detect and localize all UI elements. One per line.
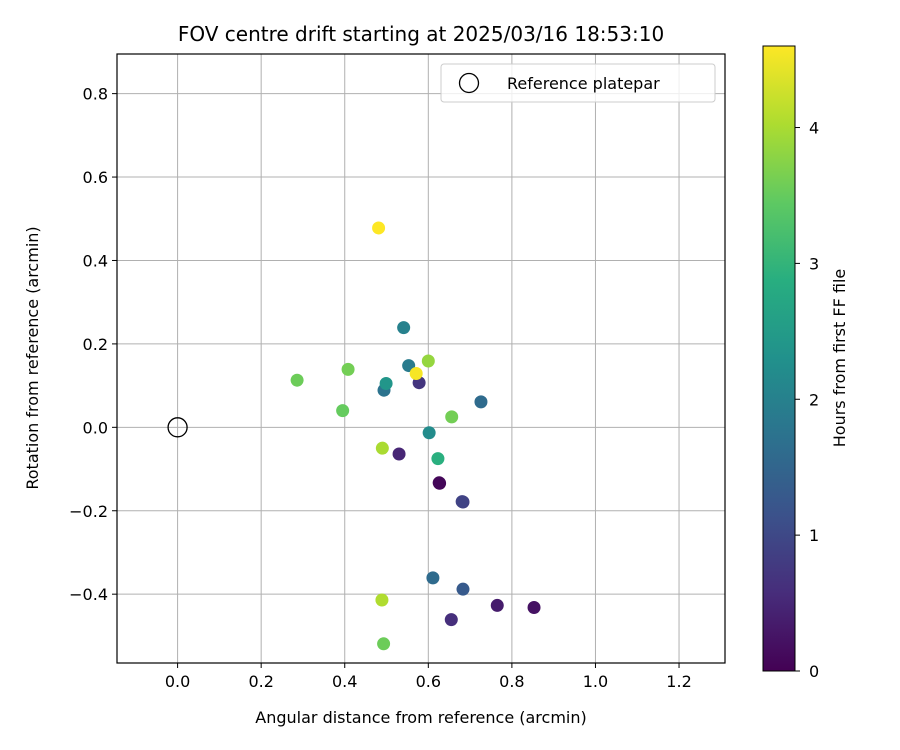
colorbar: 0 1 2 3 4 Hours from first FF file bbox=[762, 45, 849, 681]
y-tick-label: 0.2 bbox=[83, 335, 108, 354]
legend-box bbox=[440, 63, 716, 103]
data-point bbox=[375, 593, 389, 607]
colorbar-label: Hours from first FF file bbox=[830, 269, 849, 448]
data-point bbox=[455, 495, 469, 509]
data-point bbox=[290, 373, 304, 387]
x-tick-label: 0.8 bbox=[499, 672, 524, 691]
y-axis-ticks: −0.4 −0.2 0.0 0.2 0.4 0.6 0.8 bbox=[69, 85, 117, 604]
grid-lines bbox=[117, 54, 725, 663]
x-tick-label: 1.2 bbox=[666, 672, 691, 691]
data-point bbox=[409, 367, 423, 381]
plot-frame bbox=[116, 53, 726, 664]
x-tick-label: 1.0 bbox=[583, 672, 608, 691]
reference-platepar-marker bbox=[167, 417, 188, 438]
y-tick-label: 0.0 bbox=[83, 418, 108, 437]
data-point bbox=[431, 452, 445, 466]
data-point bbox=[426, 571, 440, 585]
colorbar-gradient bbox=[762, 45, 796, 672]
data-point bbox=[444, 613, 458, 627]
legend-reference-marker bbox=[458, 72, 480, 94]
legend-entry-label: Reference platepar bbox=[507, 74, 660, 93]
colorbar-tick-label: 1 bbox=[809, 526, 819, 545]
data-point bbox=[377, 637, 391, 651]
colorbar-tick-label: 0 bbox=[809, 662, 819, 681]
colorbar-tick-label: 2 bbox=[809, 390, 819, 409]
data-point bbox=[474, 395, 488, 409]
data-point bbox=[397, 321, 411, 335]
data-point bbox=[341, 362, 355, 376]
colorbar-tick-label: 3 bbox=[809, 254, 819, 273]
y-tick-label: 0.8 bbox=[83, 85, 108, 104]
data-point bbox=[527, 601, 541, 615]
colorbar-ticks: 0 1 2 3 4 bbox=[795, 119, 819, 681]
data-point bbox=[422, 426, 436, 440]
x-tick-label: 0.2 bbox=[248, 672, 273, 691]
y-tick-label: 0.6 bbox=[83, 168, 108, 187]
data-point bbox=[372, 221, 386, 235]
reference-marker-group bbox=[167, 417, 188, 438]
data-points bbox=[290, 221, 541, 651]
data-point bbox=[392, 447, 406, 461]
x-tick-label: 0.6 bbox=[416, 672, 441, 691]
data-point bbox=[490, 598, 504, 612]
data-point bbox=[379, 377, 393, 391]
data-point bbox=[432, 476, 446, 490]
x-axis-ticks: 0.0 0.2 0.4 0.6 0.8 1.0 1.2 bbox=[165, 663, 692, 691]
y-axis-label: Rotation from reference (arcmin) bbox=[23, 226, 42, 489]
data-point bbox=[421, 354, 435, 368]
y-tick-label: 0.4 bbox=[83, 251, 108, 270]
legend: Reference platepar bbox=[440, 63, 716, 103]
data-point bbox=[445, 410, 459, 424]
data-point bbox=[456, 582, 470, 596]
x-axis-label: Angular distance from reference (arcmin) bbox=[255, 708, 586, 727]
data-point bbox=[375, 441, 389, 455]
y-tick-label: −0.2 bbox=[69, 502, 108, 521]
x-tick-label: 0.4 bbox=[332, 672, 357, 691]
colorbar-tick-label: 4 bbox=[809, 119, 819, 138]
data-point bbox=[336, 404, 350, 418]
chart-title: FOV centre drift starting at 2025/03/16 … bbox=[178, 22, 664, 46]
y-tick-label: −0.4 bbox=[69, 585, 108, 604]
x-tick-label: 0.0 bbox=[165, 672, 190, 691]
